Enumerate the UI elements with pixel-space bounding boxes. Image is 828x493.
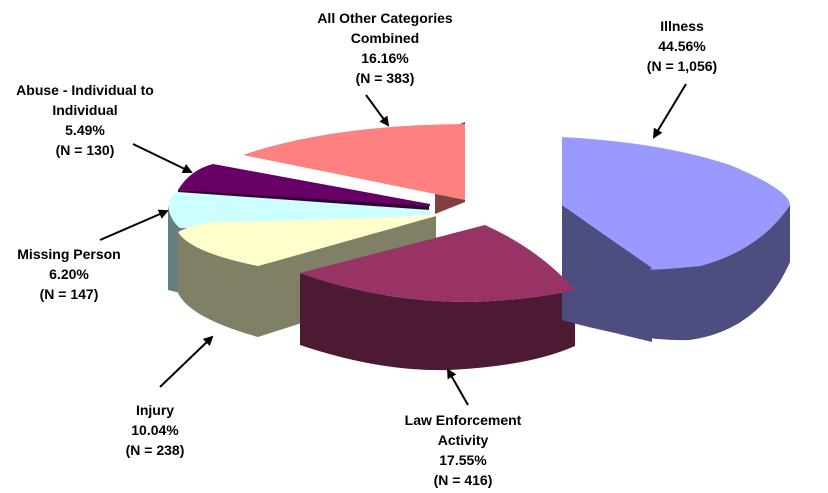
label-law-enforcement-percent: 17.55% — [439, 452, 487, 468]
slice-illness — [562, 137, 790, 270]
arrow-injury — [159, 335, 214, 388]
label-law-enforcement-n: (N = 416) — [433, 472, 493, 488]
arrow-illness — [652, 83, 687, 139]
label-abuse-percent: 5.49% — [65, 122, 105, 138]
slice-law-enforcement — [300, 225, 575, 302]
label-abuse: Abuse - Individual to Individual 5.49% (… — [0, 80, 170, 160]
label-all-other-line2: Combined — [350, 30, 420, 46]
slice-side-law-enforcement — [300, 273, 575, 371]
label-injury: Injury 10.04% (N = 238) — [100, 400, 210, 460]
label-missing-person-name: Missing Person — [17, 246, 121, 262]
label-illness-percent: 44.56% — [658, 38, 706, 54]
label-abuse-n: (N = 130) — [55, 142, 115, 158]
label-law-enforcement: Law Enforcement Activity 17.55% (N = 416… — [388, 410, 538, 490]
label-injury-n: (N = 238) — [125, 442, 185, 458]
arrow-law-enforcement — [447, 368, 469, 406]
label-law-enforcement-line1: Law Enforcement — [404, 412, 522, 428]
label-abuse-line2: Individual — [52, 102, 118, 118]
slice-injury — [178, 216, 436, 266]
label-injury-percent: 10.04% — [131, 422, 179, 438]
label-all-other-percent: 16.16% — [361, 50, 409, 66]
label-illness-n: (N = 1,056) — [646, 58, 718, 74]
label-all-other-line1: All Other Categories — [317, 10, 453, 26]
label-all-other-n: (N = 383) — [355, 70, 415, 86]
label-injury-name: Injury — [135, 402, 175, 418]
label-missing-person: Missing Person 6.20% (N = 147) — [4, 244, 134, 304]
label-illness: Illness 44.56% (N = 1,056) — [622, 16, 742, 76]
arrow-abuse — [132, 143, 193, 174]
slice-side-illness — [562, 205, 790, 342]
label-law-enforcement-line2: Activity — [437, 432, 489, 448]
label-missing-person-percent: 6.20% — [49, 266, 89, 282]
label-illness-name: Illness — [660, 18, 704, 34]
slice-missing-person — [168, 192, 430, 228]
arrow-all-other — [365, 94, 390, 127]
label-missing-person-n: (N = 147) — [39, 286, 99, 302]
label-abuse-line1: Abuse - Individual to — [16, 82, 154, 98]
arrow-missing-person — [99, 209, 169, 241]
slice-abuse — [178, 164, 430, 206]
label-all-other: All Other Categories Combined 16.16% (N … — [300, 8, 470, 88]
slice-all-other-categories — [243, 124, 465, 200]
